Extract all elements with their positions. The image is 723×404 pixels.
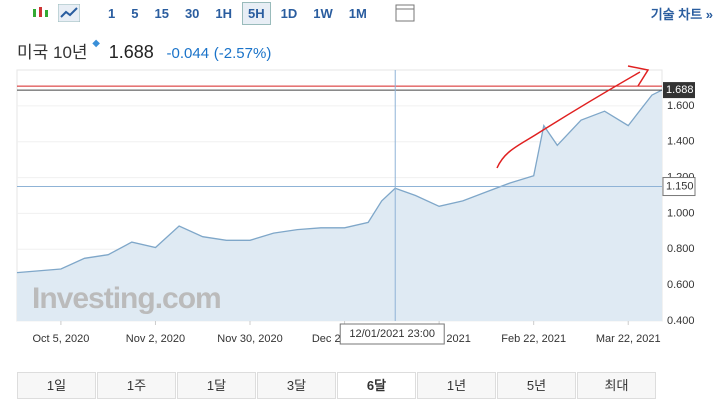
- current-box: [663, 82, 695, 99]
- range-tab[interactable]: 6달: [337, 372, 416, 399]
- interval-button[interactable]: 1H: [215, 5, 233, 21]
- x-tick-label: Oct 5, 2020: [32, 333, 89, 345]
- x-tick-label: Feb 22, 2021: [501, 333, 566, 345]
- table-icon[interactable]: [395, 4, 415, 22]
- candle-icon[interactable]: [30, 4, 50, 22]
- y-tick-label: 0.400: [667, 315, 695, 327]
- range-tab[interactable]: 1일: [17, 372, 96, 399]
- interval-button[interactable]: 1D: [280, 5, 298, 21]
- range-tab[interactable]: 1년: [417, 372, 496, 399]
- annotation-arrow: [496, 65, 650, 169]
- x-tick-label: Mar 22, 2021: [596, 333, 661, 345]
- range-tab[interactable]: 1주: [97, 372, 176, 399]
- interval-button[interactable]: 1: [108, 5, 116, 21]
- y-tick-label: 0.800: [667, 243, 695, 255]
- crosshair-x-label: 12/01/2021 23:00: [349, 328, 435, 340]
- instrument-name: 미국 10년: [17, 43, 88, 62]
- crosshair-x-box: [339, 323, 445, 345]
- interval-button[interactable]: 15: [154, 5, 169, 21]
- line: [16, 89, 663, 274]
- range-tabs: 1일 1주 1달 3달 6달 1년 5년 최대: [17, 372, 657, 399]
- header: 미국 10년 ◆ 1.688 -0.044 (-2.57%): [17, 38, 271, 63]
- change: -0.044: [166, 45, 210, 62]
- interval-button[interactable]: 1W: [313, 5, 333, 21]
- toolbar: 1 5 15 30 1H 5H 1D 1W 1M 기술 차트 »: [0, 0, 723, 26]
- y-tick-label: 0.600: [667, 279, 695, 291]
- y-tick-label: 1.600: [667, 100, 695, 112]
- interval-button[interactable]: 5H: [242, 1, 271, 25]
- range-tab[interactable]: 최대: [577, 372, 656, 399]
- range-tab[interactable]: 1달: [177, 372, 256, 399]
- interval-button[interactable]: 5: [131, 5, 139, 21]
- x-tick-label: Nov 30, 2020: [217, 333, 282, 345]
- y-tick-label: 1.400: [667, 136, 695, 148]
- interval-button[interactable]: 1M: [348, 5, 367, 21]
- crosshair-y-label: 1.150: [666, 180, 694, 192]
- tech-chart-link[interactable]: 기술 차트 »: [650, 6, 713, 22]
- change-pct: (-2.57%): [213, 45, 272, 62]
- range-tab[interactable]: 3달: [257, 372, 336, 399]
- price: 1.688: [108, 42, 154, 62]
- range-tab[interactable]: 5년: [497, 372, 576, 399]
- watermark: Investing.com: [32, 282, 221, 315]
- interval-button[interactable]: 30: [184, 5, 200, 21]
- y-tick-label: 1.000: [667, 207, 695, 219]
- crosshair-y-box: [662, 177, 696, 197]
- diamond-icon: ◆: [92, 38, 100, 49]
- area: [17, 90, 662, 321]
- current-label: 1.688: [666, 84, 694, 96]
- x-tick-label: Nov 2, 2020: [126, 333, 185, 345]
- line-icon[interactable]: [58, 4, 80, 22]
